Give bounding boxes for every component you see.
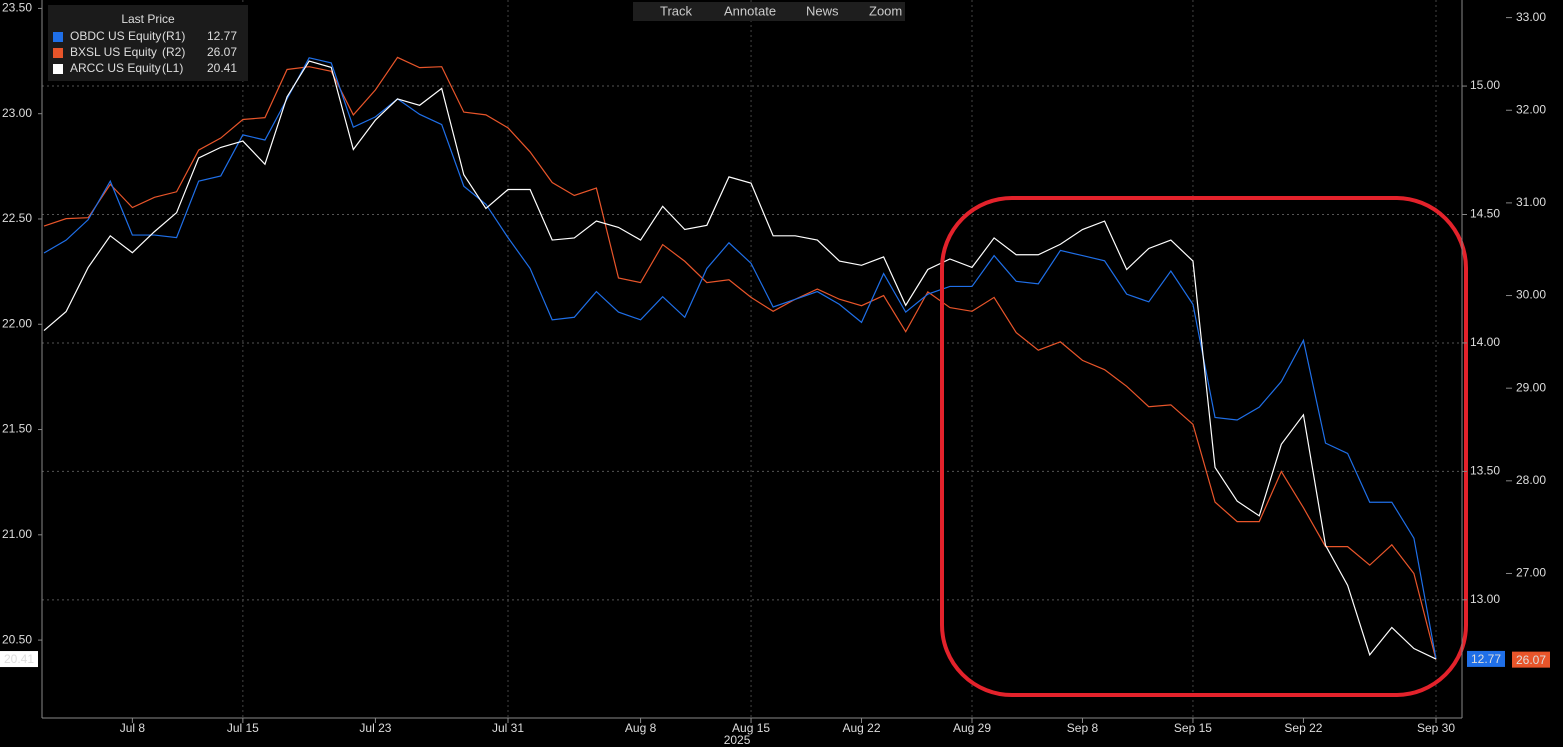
x-tick-label: Sep 22 (1284, 721, 1322, 735)
x-tick-label: Jul 8 (120, 721, 146, 735)
y-tick-label: 20.50 (2, 632, 32, 646)
y3-tick-label: 32.00 (1516, 102, 1546, 116)
y-tick-label: 23.50 (2, 1, 32, 15)
y-tick-label: 21.50 (2, 422, 32, 436)
legend-axis: (R2) (162, 45, 185, 59)
y-tick-label: 23.00 (2, 106, 32, 120)
legend-axis: (R1) (162, 29, 185, 43)
x-tick-label: Aug 29 (953, 721, 991, 735)
legend-swatch (53, 32, 63, 42)
y3-tick-label: 27.00 (1516, 566, 1546, 580)
last-value-label: 26.07 (1516, 653, 1546, 667)
y3-tick-label: 28.00 (1516, 473, 1546, 487)
toolbar-button[interactable]: Zoom (869, 3, 902, 18)
x-tick-label: Jul 23 (359, 721, 391, 735)
y2-tick-label: 13.50 (1470, 464, 1500, 478)
x-tick-label: Aug 8 (625, 721, 657, 735)
y-tick-label: 21.00 (2, 527, 32, 541)
x-year-label: 2025 (724, 733, 751, 747)
series-line (43, 56, 1437, 660)
legend-name: OBDC US Equity (70, 29, 161, 43)
legend-swatch (53, 64, 63, 74)
legend-axis: (L1) (162, 61, 183, 75)
last-value-label: 12.77 (1471, 652, 1501, 666)
y2-tick-label: 15.00 (1470, 78, 1500, 92)
x-tick-label: Sep 15 (1174, 721, 1212, 735)
grid (42, 0, 1462, 718)
last-value-flag (1467, 650, 1505, 667)
y2-tick-label: 14.50 (1470, 207, 1500, 221)
toolbar: Track Annotate News Zoom (633, 2, 905, 21)
legend-title: Last Price (121, 12, 175, 26)
last-value-flag (1512, 651, 1550, 668)
x-tick-label: Aug 22 (843, 721, 881, 735)
highlight-box (940, 196, 1468, 697)
legend: Last Price OBDC US Equity (R1) 12.77 BXSL U… (48, 5, 248, 81)
legend-value: 26.07 (207, 45, 237, 59)
last-value-flag (0, 651, 38, 668)
toolbar-button[interactable]: Annotate (724, 3, 776, 18)
y-tick-label: 22.50 (2, 211, 32, 225)
toolbar-button[interactable]: Track (660, 3, 693, 18)
legend-box (48, 5, 248, 81)
legend-value: 20.41 (207, 61, 237, 75)
legend-swatch (53, 48, 63, 58)
legend-name: ARCC US Equity (70, 61, 161, 75)
x-tick-label: Sep 30 (1417, 721, 1455, 735)
last-value-label: 20.41 (4, 652, 34, 666)
x-tick-label: Jul 15 (227, 721, 259, 735)
series-line (43, 60, 1437, 660)
y-tick-label: 22.00 (2, 316, 32, 330)
toolbar-button[interactable]: News (806, 3, 839, 18)
x-tick-label: Jul 31 (492, 721, 524, 735)
legend-name: BXSL US Equity (70, 45, 157, 59)
y2-tick-label: 14.00 (1470, 335, 1500, 349)
y3-tick-label: 30.00 (1516, 288, 1546, 302)
y3-tick-label: 33.00 (1516, 10, 1546, 24)
x-tick-label: Aug 15 (732, 721, 770, 735)
y2-tick-label: 13.00 (1470, 592, 1500, 606)
y3-tick-label: 31.00 (1516, 195, 1546, 209)
x-tick-label: Sep 8 (1067, 721, 1099, 735)
toolbar-bg (633, 2, 905, 21)
legend-value: 12.77 (207, 29, 237, 43)
plot (43, 56, 1437, 660)
y3-tick-label: 29.00 (1516, 380, 1546, 394)
